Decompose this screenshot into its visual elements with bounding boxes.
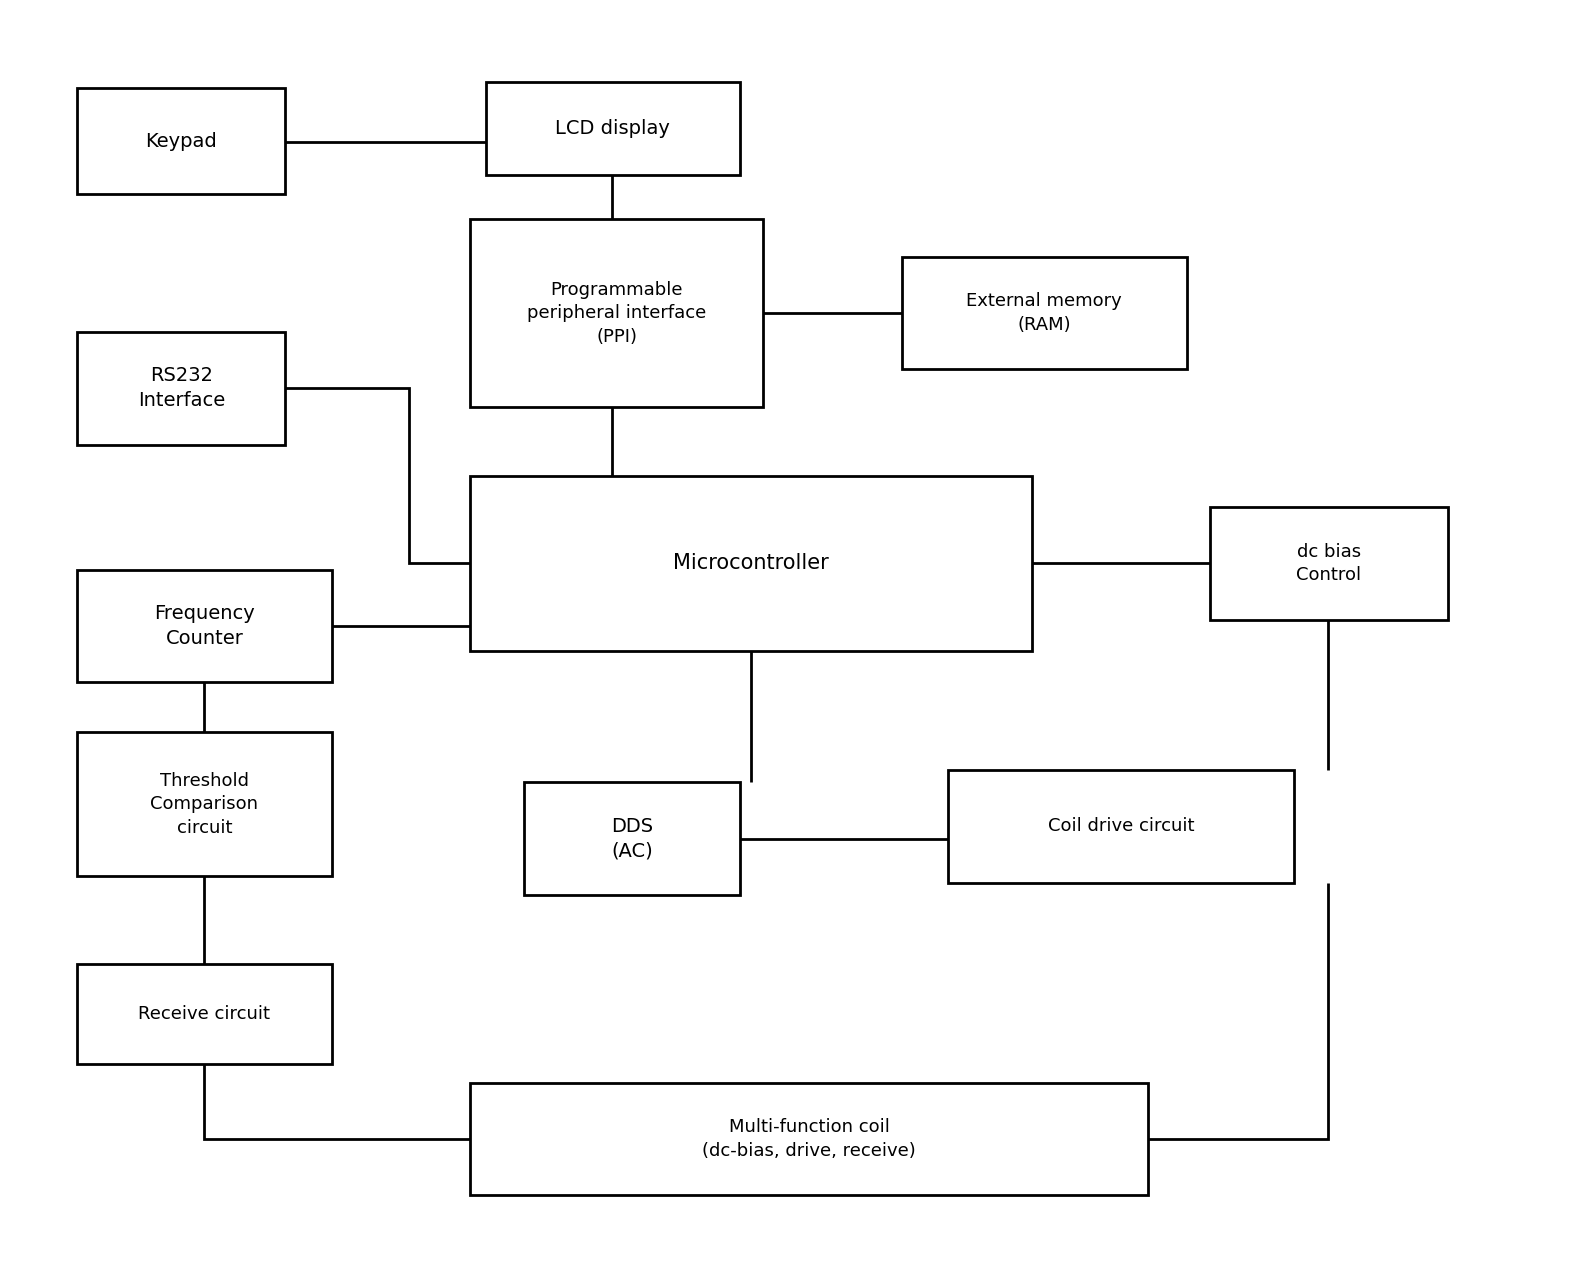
Text: DDS
(AC): DDS (AC) (612, 817, 652, 861)
FancyBboxPatch shape (523, 783, 740, 895)
FancyBboxPatch shape (470, 220, 762, 407)
Text: Threshold
Comparison
circuit: Threshold Comparison circuit (151, 771, 258, 836)
FancyBboxPatch shape (1210, 507, 1448, 619)
FancyBboxPatch shape (470, 1083, 1148, 1195)
FancyBboxPatch shape (77, 88, 286, 194)
Text: Coil drive circuit: Coil drive circuit (1049, 817, 1195, 835)
FancyBboxPatch shape (470, 476, 1033, 651)
Text: Receive circuit: Receive circuit (138, 1005, 270, 1023)
Text: Programmable
peripheral interface
(PPI): Programmable peripheral interface (PPI) (527, 281, 706, 346)
FancyBboxPatch shape (77, 733, 332, 876)
FancyBboxPatch shape (77, 964, 332, 1064)
FancyBboxPatch shape (486, 82, 740, 175)
Text: RS232
Interface: RS232 Interface (138, 366, 225, 410)
FancyBboxPatch shape (77, 570, 332, 682)
Text: External memory
(RAM): External memory (RAM) (967, 292, 1122, 333)
FancyBboxPatch shape (948, 770, 1294, 882)
Text: dc bias
Control: dc bias Control (1297, 543, 1361, 584)
Text: LCD display: LCD display (555, 119, 670, 138)
Text: Keypad: Keypad (146, 132, 217, 151)
Text: Multi-function coil
(dc-bias, drive, receive): Multi-function coil (dc-bias, drive, rec… (703, 1119, 916, 1160)
Text: Frequency
Counter: Frequency Counter (154, 604, 255, 647)
FancyBboxPatch shape (77, 332, 286, 444)
Text: Microcontroller: Microcontroller (673, 553, 828, 573)
FancyBboxPatch shape (902, 257, 1187, 369)
